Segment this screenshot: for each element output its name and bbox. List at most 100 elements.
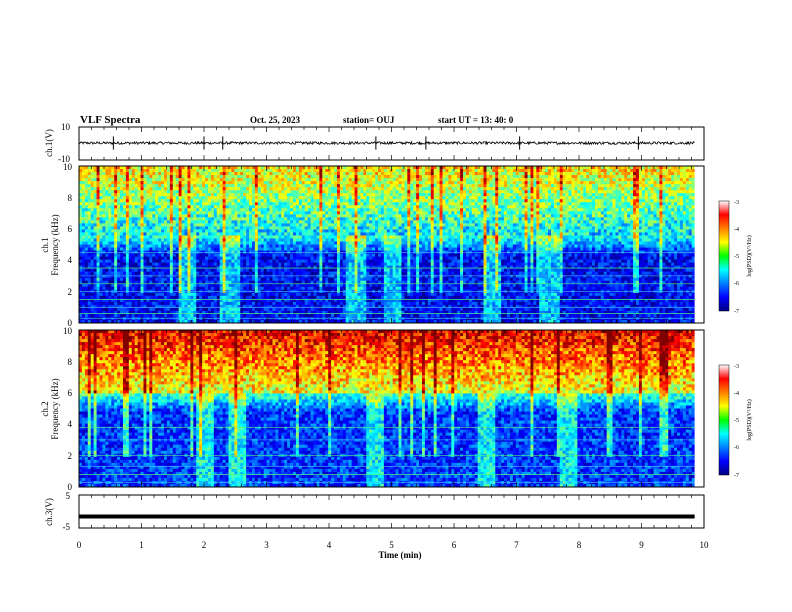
spectrogram-cell <box>325 277 329 282</box>
spectrogram-cell <box>93 184 97 188</box>
spectrogram-cell <box>122 184 127 188</box>
spectrogram-cell <box>304 313 309 318</box>
spectrogram-cell <box>284 283 288 288</box>
spectrogram-cell <box>304 274 309 279</box>
spectrogram-cell <box>105 217 109 221</box>
spectrogram-cell <box>328 262 332 267</box>
spectrogram-cell <box>240 265 244 270</box>
spectrogram-cell <box>187 265 191 270</box>
spectrogram-cell <box>117 247 121 251</box>
spectrogram-cell <box>304 244 309 248</box>
spectrogram-cell <box>304 253 309 257</box>
spectrogram-cell <box>114 229 118 233</box>
spectrogram-cell <box>325 181 329 185</box>
spectrogram-cell <box>216 232 221 236</box>
spectrogram-cell <box>254 262 259 267</box>
spectrogram-cell <box>293 265 297 270</box>
spectrogram-cell <box>117 268 121 273</box>
spectrogram-cell <box>249 238 253 242</box>
spectrogram-cell <box>331 178 335 182</box>
spectrogram-cell <box>187 220 191 224</box>
spectrogram-cell <box>178 319 182 324</box>
spectrogram-cell <box>336 247 341 251</box>
spectrogram-cell <box>164 262 168 267</box>
spectrogram-cell <box>260 208 265 212</box>
spectrogram-cell <box>295 181 300 185</box>
spectrogram-cell <box>254 286 259 291</box>
spectrogram-cell <box>225 262 229 267</box>
spectrogram-cell <box>134 286 139 291</box>
spectrogram-cell <box>134 301 139 306</box>
spectrogram-cell <box>187 268 191 273</box>
spectrogram-cell <box>152 178 156 182</box>
spectrogram-cell <box>102 187 106 191</box>
spectrogram-cell <box>128 241 133 245</box>
spectrogram-cell <box>307 211 311 215</box>
spectrogram-cell <box>263 181 268 185</box>
spectrogram-cell <box>108 247 112 251</box>
spectrogram-cell <box>105 244 109 248</box>
spectrogram-cell <box>260 205 265 209</box>
spectrogram-cell <box>254 253 259 257</box>
spectrogram-cell <box>246 253 250 257</box>
spectrogram-cell <box>307 235 311 239</box>
spectrogram-cell <box>225 196 229 200</box>
spectrogram-cell <box>190 271 194 276</box>
spectrogram-cell <box>137 166 141 170</box>
spectrogram-cell <box>240 184 244 188</box>
spectrogram-cell <box>246 181 250 185</box>
spectrogram-cell <box>93 241 97 245</box>
spectrogram-cell <box>184 268 188 273</box>
spectrogram-cell <box>125 277 130 282</box>
spectrogram-cell <box>84 211 89 215</box>
spectrogram-cell <box>240 262 244 267</box>
spectrogram-cell <box>237 211 241 215</box>
spectrogram-cell <box>164 298 168 303</box>
spectrogram-cell <box>175 307 180 312</box>
spectrogram-cell <box>246 175 250 179</box>
spectrogram-cell <box>169 283 174 288</box>
spectrogram-cell <box>155 223 159 227</box>
spectrogram-cell <box>190 184 194 188</box>
spectrogram-cell <box>96 193 100 197</box>
spectrogram-cell <box>105 280 109 285</box>
spectrogram-cell <box>111 256 115 260</box>
spectrogram-cell <box>301 292 306 297</box>
spectrogram-cell <box>158 304 162 309</box>
spectrogram-cell <box>339 268 344 273</box>
spectrogram-cell <box>316 226 320 230</box>
spectrogram-cell <box>272 214 276 218</box>
spectrogram-cell <box>134 169 139 173</box>
spectrogram-cell <box>260 235 265 239</box>
spectrogram-cell <box>111 253 115 257</box>
spectrogram-cell <box>254 199 259 203</box>
spectrogram-cell <box>307 187 311 191</box>
spectrogram-cell <box>251 190 256 194</box>
spectrogram-cell <box>351 229 355 233</box>
spectrogram-cell <box>295 277 300 282</box>
spectrogram-cell <box>225 265 229 270</box>
spectrogram-cell <box>243 256 247 260</box>
spectrogram-cell <box>143 271 147 276</box>
spectrogram-cell <box>287 208 291 212</box>
spectrogram-cell <box>87 268 92 273</box>
spectrogram-cell <box>117 283 121 288</box>
spectrogram-cell <box>122 313 127 318</box>
spectrogram-cell <box>137 202 141 206</box>
spectrogram-cell <box>146 208 150 212</box>
spectrogram-cell <box>190 205 194 209</box>
spectrogram-cell <box>114 265 118 270</box>
spectrogram-cell <box>284 319 288 324</box>
spectrogram-cell <box>140 292 144 297</box>
spectrogram-cell <box>213 319 218 324</box>
spectrogram-cell <box>207 169 212 173</box>
spectrogram-cell <box>79 169 83 173</box>
spectrogram-cell <box>172 265 177 270</box>
spectrogram-cell <box>269 262 273 267</box>
spectrogram-cell <box>328 247 332 251</box>
spectrogram-cell <box>342 190 347 194</box>
spectrogram-cell <box>105 304 109 309</box>
spectrogram-cell <box>178 178 182 182</box>
spectrogram-cell <box>199 208 203 212</box>
spectrogram-cell <box>146 223 150 227</box>
